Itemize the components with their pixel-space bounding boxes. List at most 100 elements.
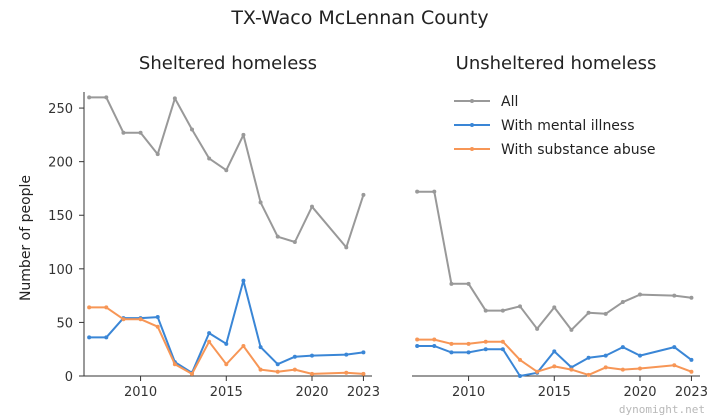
data-point <box>275 234 280 239</box>
data-point <box>620 345 625 350</box>
y-tick-label: 150 <box>48 209 73 224</box>
x-tick-label: 2020 <box>295 385 328 400</box>
data-point <box>415 189 420 194</box>
data-point <box>292 240 297 245</box>
data-point <box>275 369 280 374</box>
series-line-with-substance-abuse <box>89 306 364 375</box>
data-point <box>483 339 488 344</box>
y-tick-label: 50 <box>56 316 73 331</box>
data-point <box>241 132 246 137</box>
data-point <box>518 374 522 378</box>
data-point <box>535 369 540 374</box>
data-point <box>569 327 574 332</box>
data-point <box>155 152 160 157</box>
data-point <box>466 341 471 346</box>
data-point <box>155 324 160 329</box>
data-point <box>224 341 229 346</box>
x-tick-label: 2010 <box>124 385 157 400</box>
data-point <box>344 245 349 250</box>
data-point <box>190 127 194 132</box>
data-point <box>432 189 437 194</box>
data-point <box>104 305 109 310</box>
data-point <box>432 337 437 342</box>
data-point <box>292 354 297 359</box>
x-tick-label: 2010 <box>452 385 485 400</box>
data-point <box>432 343 437 348</box>
data-point <box>638 366 642 371</box>
data-point <box>172 362 177 367</box>
x-tick-label: 2023 <box>347 385 380 400</box>
data-point <box>190 371 194 376</box>
data-point <box>361 350 366 355</box>
y-tick-label: 250 <box>48 102 73 117</box>
data-point <box>535 326 540 331</box>
data-point <box>449 350 454 355</box>
legend-label: All <box>501 94 518 110</box>
data-point <box>138 317 143 322</box>
panel-unsheltered: Unsheltered homeless 2010 2015 2020 2023 <box>412 53 708 400</box>
figure-title: TX-Waco McLennan County <box>230 7 488 29</box>
data-point <box>466 281 471 286</box>
watermark: dynomight.net <box>619 403 705 416</box>
data-point <box>483 347 488 352</box>
data-point <box>258 200 263 205</box>
subplot-title: Sheltered homeless <box>139 53 317 74</box>
data-point <box>361 192 366 197</box>
data-point <box>241 278 246 283</box>
data-point <box>603 353 608 358</box>
data-point <box>292 367 297 372</box>
panel-sheltered: Sheltered homeless 2010 2015 2020 2023 0 50 100… <box>18 53 380 400</box>
data-point <box>104 335 109 340</box>
data-point <box>466 350 471 355</box>
data-point <box>689 369 694 374</box>
data-point <box>121 317 126 322</box>
x-tick-label: 2020 <box>623 385 656 400</box>
data-point <box>449 281 454 286</box>
series-line-all <box>89 96 365 249</box>
data-point <box>87 335 92 340</box>
y-axis-label: Number of people <box>18 175 34 301</box>
data-point <box>638 292 642 297</box>
y-tick-label: 100 <box>48 263 73 278</box>
data-point <box>207 339 212 344</box>
legend-marker <box>470 147 474 151</box>
data-point <box>224 168 229 173</box>
data-point <box>258 345 263 350</box>
data-point <box>138 130 143 135</box>
data-point <box>361 371 366 376</box>
y-tick-label: 200 <box>48 156 73 171</box>
data-point <box>310 371 314 376</box>
series-line-with-substance-abuse <box>417 338 692 376</box>
data-point <box>224 362 229 367</box>
data-point <box>620 367 625 372</box>
data-point <box>310 204 314 209</box>
legend-marker <box>470 123 474 127</box>
data-point <box>172 96 177 101</box>
data-point <box>241 343 246 348</box>
data-point <box>310 353 314 358</box>
data-point <box>121 130 126 135</box>
series-line-all <box>417 190 692 331</box>
data-point <box>518 357 522 362</box>
data-point <box>104 95 109 100</box>
data-point <box>258 367 263 372</box>
data-point <box>500 339 505 344</box>
series-line-with-mental-illness <box>417 345 692 377</box>
data-point <box>672 363 677 368</box>
legend-marker <box>470 99 474 103</box>
data-point <box>344 370 349 375</box>
data-point <box>449 341 454 346</box>
data-point <box>87 305 92 310</box>
legend: All With mental illness With substance abu… <box>454 94 656 158</box>
series-line-with-mental-illness <box>89 279 364 374</box>
data-point <box>586 372 591 377</box>
data-point <box>552 349 557 354</box>
data-point <box>552 305 557 310</box>
x-tick-label: 2023 <box>675 385 708 400</box>
data-point <box>500 347 505 352</box>
data-point <box>552 364 557 369</box>
data-point <box>603 311 608 316</box>
data-point <box>207 331 212 336</box>
data-point <box>586 355 591 360</box>
